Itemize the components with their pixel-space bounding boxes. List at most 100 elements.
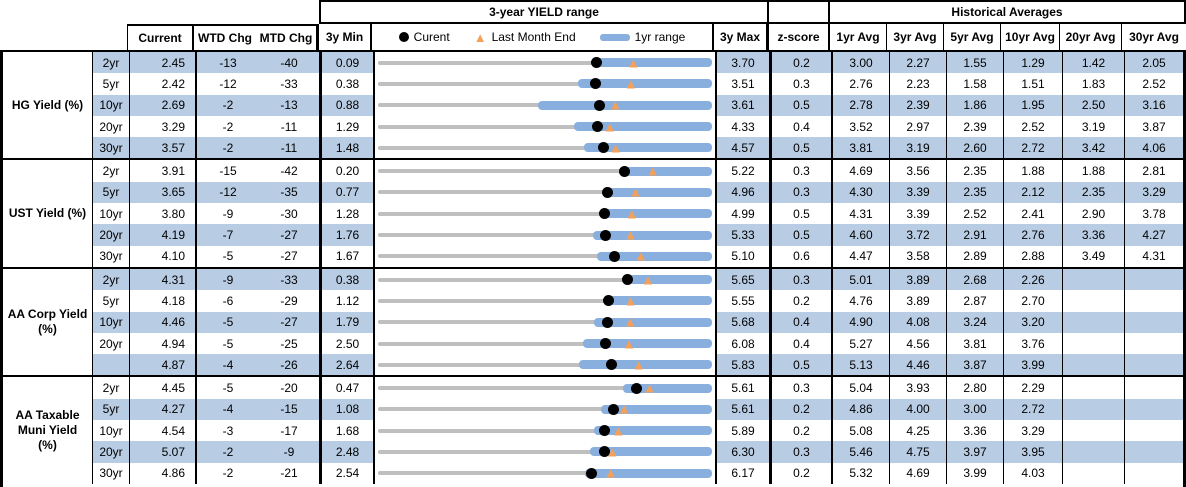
3yr-avg-value: 4.56 bbox=[890, 332, 947, 355]
30yr-avg-value bbox=[1125, 354, 1183, 376]
wtd-chg-value: -3 bbox=[222, 423, 234, 438]
10yr-avg-value: 2.72 bbox=[1004, 398, 1063, 421]
20yr-avg-value: 2.50 bbox=[1063, 94, 1125, 116]
yield-range-chart-cell: ▲ bbox=[375, 73, 717, 95]
10yr-avg-value: 2.70 bbox=[1004, 290, 1063, 312]
3y-min-value: 1.79 bbox=[322, 311, 375, 333]
3y-range-track bbox=[378, 145, 711, 150]
1yr-avg-value: 3.00 bbox=[833, 52, 890, 74]
last-month-end-marker: ▲ bbox=[611, 422, 626, 439]
5yr-avg-value: 2.60 bbox=[947, 137, 1004, 159]
3y-min-value: 0.88 bbox=[322, 94, 375, 116]
current-dot bbox=[621, 274, 633, 286]
current-dot bbox=[600, 338, 612, 349]
yield-range-chart-cell: ▲ bbox=[375, 203, 717, 225]
last-month-end-marker: ▲ bbox=[645, 162, 660, 179]
tenor-label bbox=[93, 354, 130, 376]
3y-max-value: 5.22 bbox=[717, 160, 772, 182]
yield-range-chart-cell: ▲ bbox=[375, 354, 717, 376]
3y-max-value: 6.30 bbox=[717, 441, 772, 463]
30yr-avg-value: 3.78 bbox=[1142, 206, 1166, 221]
10yr-avg-value: 1.29 bbox=[1004, 52, 1063, 74]
current-yield-value: 3.29 bbox=[130, 115, 197, 138]
table-row: 30yr 4.10 -5 -27 1.67 ▲ 5.10 0.6 4.47 3.… bbox=[93, 245, 1183, 267]
yield-range-chart-cell: ▲ bbox=[375, 268, 717, 291]
yield-range-chart-cell: ▲ bbox=[375, 137, 717, 159]
yield-range-chart-cell: ▲ bbox=[375, 181, 717, 204]
1yr-avg-value: 5.13 bbox=[833, 354, 890, 376]
3y-max-value: 4.33 bbox=[717, 115, 772, 138]
5yr-avg-value: 3.36 bbox=[947, 420, 1004, 442]
range-plot: ▲ bbox=[378, 203, 712, 224]
current-yield-value: 4.87 bbox=[130, 354, 197, 376]
1yr-range-bar bbox=[605, 187, 712, 197]
yield-range-chart-cell: ▲ bbox=[375, 245, 717, 267]
last-month-end-marker: ▲ bbox=[631, 356, 646, 373]
last-month-end-marker: ▲ bbox=[623, 226, 638, 243]
range-plot: ▲ bbox=[378, 333, 712, 354]
1yr-avg-value: 4.30 bbox=[833, 181, 890, 204]
last-month-end-marker: ▲ bbox=[640, 271, 655, 288]
30yr-avg-value: 2.52 bbox=[1142, 76, 1166, 91]
col-header-5yr-avg: 5yr Avg bbox=[944, 24, 1001, 50]
tenor-label: 20yr bbox=[93, 224, 130, 246]
wtd-chg-value: -2 bbox=[197, 441, 259, 463]
10yr-avg-value: 3.20 bbox=[1004, 311, 1063, 333]
10yr-avg-value: 1.95 bbox=[1004, 94, 1063, 116]
tenor-label: 5yr bbox=[93, 398, 130, 421]
3yr-avg-value: 3.39 bbox=[890, 203, 947, 225]
tenor-label: 10yr bbox=[93, 203, 130, 225]
last-month-end-marker: ▲ bbox=[628, 183, 643, 200]
1yr-range-bar bbox=[605, 296, 712, 306]
z-score-value: 0.5 bbox=[772, 94, 833, 116]
1yr-avg-value: 3.52 bbox=[833, 115, 890, 138]
3y-min-value: 1.29 bbox=[322, 115, 375, 138]
section-rows: 2yr 2.45 -13 -40 0.09 ▲ 3.70 0.2 3.00 2.… bbox=[93, 52, 1183, 159]
3yr-avg-value: 3.89 bbox=[890, 290, 947, 312]
3y-min-value: 2.54 bbox=[322, 462, 375, 484]
wtd-chg-value: -2 bbox=[222, 466, 234, 481]
30yr-avg-value bbox=[1125, 377, 1183, 398]
col-header-3y-min: 3y Min bbox=[319, 24, 372, 50]
current-dot bbox=[601, 316, 613, 328]
range-plot: ▲ bbox=[378, 116, 712, 137]
range-plot: ▲ bbox=[378, 377, 712, 398]
1yr-range-bar bbox=[624, 275, 712, 285]
3y-range-track bbox=[378, 407, 711, 412]
yield-section: UST Yield (%) 2yr 3.91 -15 -42 0.20 ▲ 5.… bbox=[3, 160, 1183, 269]
table-row: 20yr 5.07 -2 -9 2.48 ▲ 6.30 0.3 5.46 4.7… bbox=[93, 441, 1183, 463]
1yr-range-bar bbox=[593, 230, 712, 240]
current-yield-value: 5.07 bbox=[130, 441, 197, 463]
z-score-value: 0.4 bbox=[772, 115, 833, 138]
yield-table-body: HG Yield (%) 2yr 2.45 -13 -40 0.09 ▲ 3.7… bbox=[0, 50, 1186, 487]
current-yield-value: 4.19 bbox=[130, 224, 197, 246]
1yr-avg-value: 4.76 bbox=[833, 290, 890, 312]
current-yield-value: 4.10 bbox=[130, 245, 197, 267]
mtd-chg-value: -27 bbox=[259, 311, 322, 333]
5yr-avg-value: 2.68 bbox=[947, 268, 1004, 291]
mtd-chg-value: -33 bbox=[259, 73, 322, 95]
header-row-groups: 3-year YIELD range Historical Averages bbox=[0, 0, 1186, 24]
1yr-range-bar bbox=[597, 251, 712, 261]
3y-max-value: 5.10 bbox=[717, 245, 772, 267]
tenor-label: 5yr bbox=[93, 181, 130, 204]
table-row: 20yr 4.94 -5 -25 2.50 ▲ 6.08 0.4 5.27 4.… bbox=[93, 332, 1183, 355]
1yr-range-bar bbox=[589, 447, 712, 457]
header-spacer bbox=[0, 0, 319, 24]
5yr-avg-value: 3.24 bbox=[947, 311, 1004, 333]
20yr-avg-value: 1.88 bbox=[1063, 160, 1125, 182]
current-dot bbox=[605, 359, 617, 371]
3yr-avg-value: 4.69 bbox=[890, 462, 947, 484]
1yr-avg-value: 2.76 bbox=[833, 73, 890, 95]
mtd-chg-value: -25 bbox=[259, 332, 322, 355]
5yr-avg-value: 2.35 bbox=[947, 181, 1004, 204]
mtd-chg-value: -40 bbox=[259, 52, 322, 74]
z-score-value: 0.2 bbox=[772, 290, 833, 312]
yield-range-chart-cell: ▲ bbox=[375, 311, 717, 333]
range-plot: ▲ bbox=[378, 312, 712, 333]
wtd-chg-value: -2 bbox=[197, 137, 259, 159]
20yr-avg-value: 3.36 bbox=[1063, 224, 1125, 246]
yield-range-chart-cell: ▲ bbox=[375, 332, 717, 355]
z-score-value: 0.3 bbox=[772, 73, 833, 95]
tenor-label: 2yr bbox=[93, 52, 130, 74]
